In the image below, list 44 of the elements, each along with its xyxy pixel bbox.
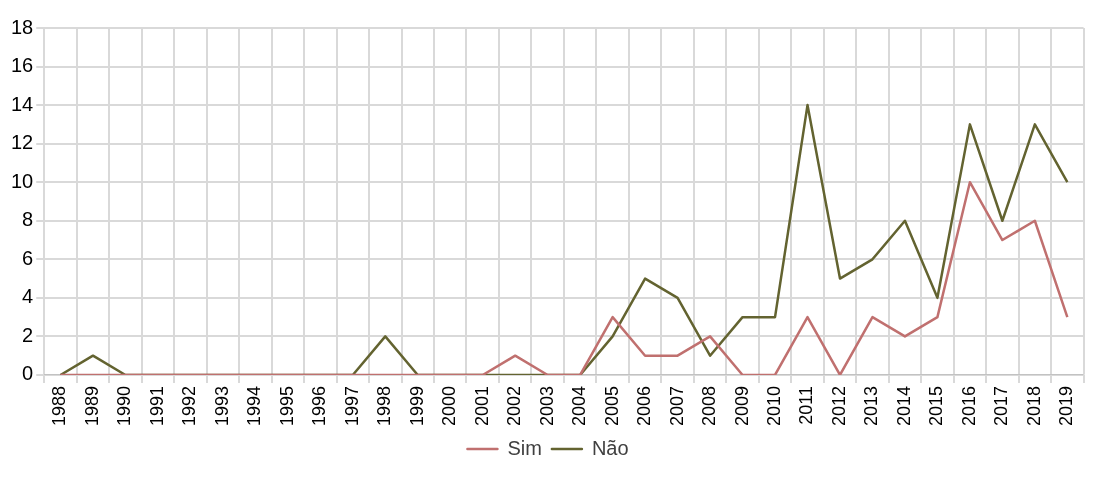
x-tick-label: 1998 [374,385,395,426]
y-tick-label: 0 [22,362,34,385]
x-tick-label: 1992 [179,385,200,426]
legend-label: Sim [507,436,542,459]
x-tick-label: 2006 [634,385,655,426]
y-tick-label: 2 [22,323,34,346]
x-tick-label: 2016 [958,385,979,426]
x-tick-label: 2007 [666,385,687,426]
x-tick-label: 1995 [276,385,297,426]
x-tick-label: 2003 [536,385,557,426]
x-tick-label: 2019 [1056,385,1077,426]
x-tick-label: 2005 [601,385,622,426]
x-tick-label: 1988 [49,385,70,426]
legend-label: Não [591,436,629,459]
y-tick-label: 18 [11,15,34,38]
x-tick-label: 1991 [146,385,167,426]
y-tick-label: 12 [11,131,34,154]
x-tick-label: 2004 [569,385,590,426]
y-tick-label: 8 [22,208,34,231]
x-tick-label: 2010 [763,385,784,426]
x-tick-label: 2014 [893,385,914,426]
x-tick-label: 1994 [244,385,265,426]
x-tick-label: 2000 [439,385,460,426]
x-tick-label: 2001 [471,385,492,426]
x-tick-label: 2018 [1023,385,1044,426]
y-tick-label: 16 [11,54,34,77]
x-tick-label: 2009 [731,385,752,426]
x-tick-label: 2015 [926,385,947,426]
y-tick-label: 4 [22,285,34,308]
y-tick-label: 6 [22,246,34,269]
x-tick-label: 1999 [406,385,427,426]
x-tick-label: 1996 [309,385,330,426]
x-tick-label: 2011 [796,385,817,425]
x-tick-label: 1993 [211,385,232,426]
y-tick-label: 10 [11,169,34,192]
x-tick-label: 1989 [81,385,102,426]
x-tick-label: 1997 [341,385,362,426]
y-tick-label: 14 [11,92,34,115]
x-tick-label: 2002 [504,385,525,426]
x-tick-label: 2013 [861,385,882,426]
x-tick-label: 1990 [114,385,135,426]
x-tick-label: 2017 [991,385,1012,426]
x-tick-label: 2008 [699,385,720,426]
x-tick-label: 2012 [828,385,849,426]
